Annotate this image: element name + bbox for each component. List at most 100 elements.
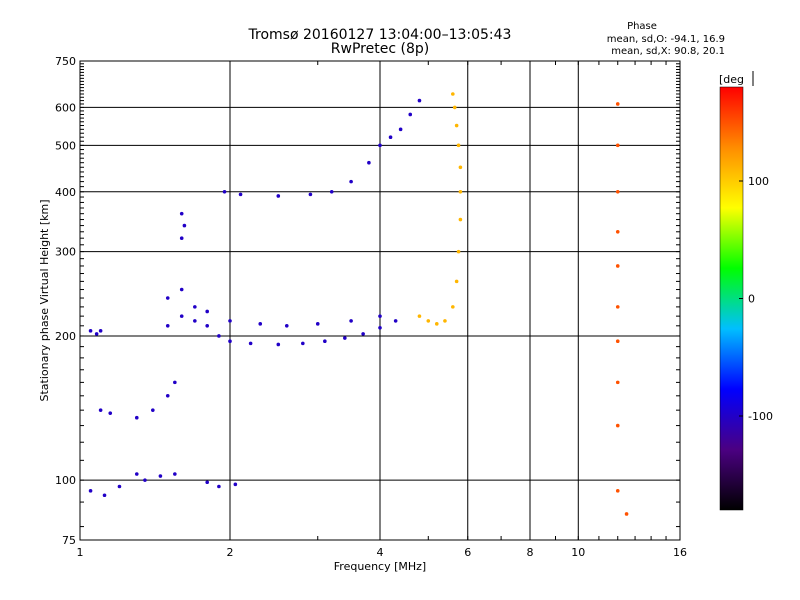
data-point — [615, 229, 620, 234]
data-point — [393, 319, 398, 323]
y-tick-label: 100 — [55, 474, 76, 487]
y-tick-label: 300 — [55, 246, 76, 259]
colorbar-tick-label: 0 — [748, 293, 755, 306]
data-point — [102, 493, 107, 498]
data-point — [248, 341, 253, 346]
data-point — [378, 143, 382, 148]
data-point — [108, 411, 113, 415]
data-point — [615, 305, 620, 309]
data-point — [615, 489, 620, 493]
data-point — [98, 329, 103, 333]
data-point — [615, 102, 620, 106]
x-tick-label: 8 — [527, 546, 534, 559]
stats-line-o: mean, sd,O: -94.1, 16.9 — [607, 34, 725, 45]
data-point — [233, 482, 238, 487]
data-point — [452, 105, 457, 110]
y-tick-label: 500 — [55, 139, 76, 152]
data-point — [615, 264, 620, 268]
data-point — [165, 324, 170, 328]
data-point — [417, 98, 422, 103]
data-point — [217, 484, 221, 489]
data-point — [349, 319, 353, 323]
data-point — [228, 319, 232, 323]
data-point — [258, 322, 263, 326]
y-tick-label: 600 — [55, 101, 76, 114]
y-tick-label: 75 — [62, 534, 76, 547]
chart-title: Tromsø 20160127 13:04:00–13:05:43 — [248, 27, 512, 43]
data-point — [179, 287, 184, 292]
data-point — [179, 236, 184, 240]
data-point — [417, 314, 422, 318]
data-point — [88, 329, 93, 333]
data-point — [193, 305, 197, 309]
data-point — [378, 314, 382, 318]
data-point — [426, 319, 431, 323]
data-point — [228, 339, 232, 344]
data-point — [205, 324, 209, 328]
data-point — [276, 194, 281, 198]
data-point — [615, 339, 620, 344]
x-axis-label: Frequency [MHz] — [334, 560, 426, 573]
stats-line-x: mean, sd,X: 90.8, 20.1 — [611, 46, 725, 57]
data-point — [458, 189, 463, 194]
data-point — [456, 143, 461, 148]
data-point — [443, 319, 447, 323]
stats-heading: Phase — [627, 21, 657, 32]
data-point — [451, 92, 455, 96]
data-point — [165, 394, 170, 398]
data-point — [134, 415, 139, 420]
data-point — [361, 332, 365, 336]
data-point — [165, 296, 170, 300]
data-point — [301, 341, 305, 346]
data-point — [454, 279, 459, 284]
data-point — [434, 322, 439, 326]
x-tick-label: 2 — [227, 546, 234, 559]
data-point — [624, 512, 629, 516]
data-point — [238, 192, 243, 197]
x-tick-label: 6 — [464, 546, 471, 559]
y-tick-label: 750 — [55, 55, 76, 68]
data-point — [179, 211, 184, 216]
data-point — [217, 334, 221, 338]
y-axis-label: Stationary phase Virtual Height [km] — [38, 199, 51, 401]
data-point — [343, 336, 347, 340]
data-point — [388, 135, 393, 139]
data-point — [398, 127, 403, 132]
data-point — [276, 342, 281, 347]
data-point — [615, 423, 620, 428]
data-point — [205, 480, 209, 485]
data-point — [284, 324, 289, 328]
data-point — [173, 380, 177, 385]
data-point — [451, 305, 455, 309]
data-point — [94, 332, 99, 336]
data-point — [378, 326, 382, 330]
data-point — [205, 309, 209, 314]
colorbar-tick-label: 100 — [748, 175, 769, 188]
colorbar-tick-label: -100 — [748, 410, 773, 423]
data-point — [173, 472, 177, 476]
data-point — [408, 112, 413, 117]
colorbar: [deg 100 0 -100 — [719, 71, 773, 511]
chart-subtitle: RwPretec (8p) — [331, 41, 429, 57]
x-tick-label: 10 — [571, 546, 585, 559]
data-point — [615, 143, 620, 148]
data-point — [615, 380, 620, 385]
data-point — [458, 217, 463, 222]
data-point — [458, 165, 463, 170]
colorbar-label: [deg — [719, 73, 744, 86]
data-point — [615, 189, 620, 194]
data-point — [98, 408, 103, 412]
data-point — [315, 322, 320, 326]
data-point — [222, 189, 227, 194]
data-point — [182, 223, 187, 228]
data-point — [308, 192, 313, 197]
data-point — [88, 489, 93, 493]
data-point — [134, 472, 139, 476]
y-tick-label: 400 — [55, 186, 76, 199]
plot-area: 1 2 4 6 8 10 16 75 100 200 300 400 500 600 750 Frequenc… — [38, 55, 687, 573]
data-point — [143, 478, 147, 482]
plot-frame — [79, 60, 681, 541]
data-point — [151, 408, 155, 412]
x-tick-label: 4 — [377, 546, 384, 559]
